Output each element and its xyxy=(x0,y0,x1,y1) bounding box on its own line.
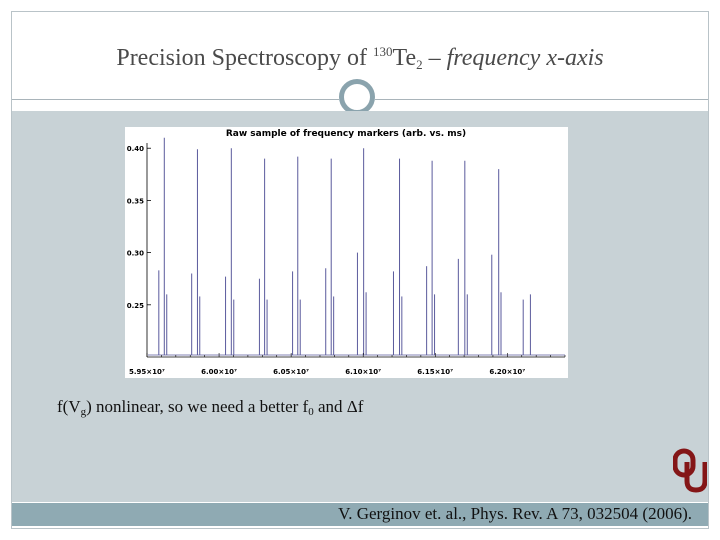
y-tick-label: 0.30 xyxy=(127,250,144,258)
title-rule-right xyxy=(375,99,708,100)
x-tick-label: 6.10×10⁷ xyxy=(345,368,381,376)
y-tick-label: 0.40 xyxy=(127,145,144,153)
note-text: f(Vg) nonlinear, so we need a better f0 … xyxy=(57,397,363,418)
note-prefix: f(V xyxy=(57,397,81,416)
title-isotope: 130 xyxy=(372,44,393,59)
note-sub: g xyxy=(80,406,87,418)
footer-bar: V. Gerginov et. al., Phys. Rev. A 73, 03… xyxy=(12,503,708,526)
note-end: and Δf xyxy=(313,397,364,416)
title-subscript: 2 xyxy=(416,57,423,72)
oklahoma-logo-icon xyxy=(673,448,707,493)
note-sub2: 0 xyxy=(308,406,314,418)
y-tick-label: 0.35 xyxy=(127,197,144,205)
title-rule-left xyxy=(12,99,339,100)
chart-title: Raw sample of frequency markers (arb. vs… xyxy=(226,129,466,139)
x-tick-label: 6.00×10⁷ xyxy=(201,368,237,376)
title-element: Te xyxy=(392,45,417,71)
spectrum-svg: Raw sample of frequency markers (arb. vs… xyxy=(127,129,566,376)
title-ring-icon xyxy=(339,79,375,115)
title-italic: frequency x-axis xyxy=(446,45,604,71)
citation: V. Gerginov et. al., Phys. Rev. A 73, 03… xyxy=(338,504,692,523)
x-tick-label: 6.05×10⁷ xyxy=(273,368,309,376)
note-rest: ) nonlinear, so we need a better f xyxy=(86,397,309,416)
slide-title: Precision Spectroscopy of 130Te2 – frequ… xyxy=(0,44,720,73)
y-tick-label: 0.25 xyxy=(127,302,144,310)
title-main: Precision Spectroscopy of xyxy=(116,45,373,71)
title-dash: – xyxy=(422,45,447,71)
spectrum-chart: Raw sample of frequency markers (arb. vs… xyxy=(125,127,568,378)
x-tick-label: 5.95×10⁷ xyxy=(129,368,165,376)
x-tick-label: 6.15×10⁷ xyxy=(417,368,453,376)
slide-frame xyxy=(11,11,709,529)
x-tick-label: 6.20×10⁷ xyxy=(489,368,525,376)
